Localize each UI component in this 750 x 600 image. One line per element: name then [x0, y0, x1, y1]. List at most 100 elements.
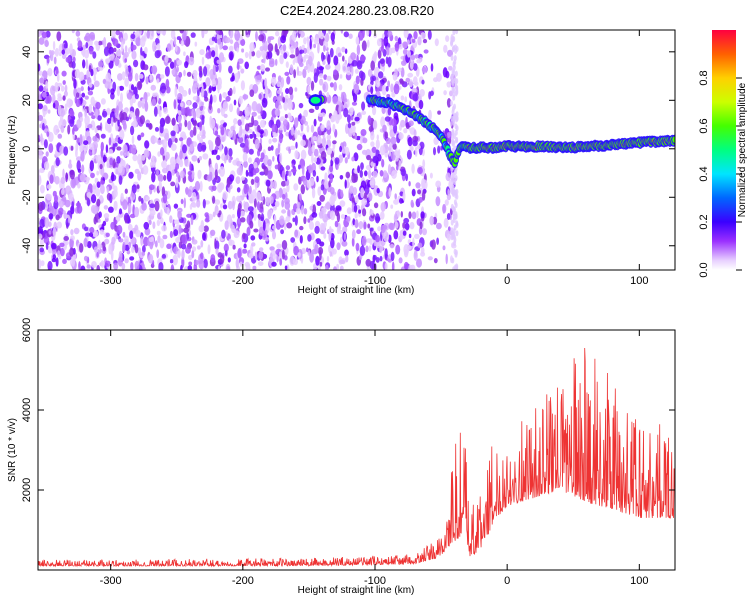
noise-speck [79, 134, 83, 145]
noise-speck [203, 90, 208, 99]
noise-speck [413, 81, 419, 86]
noise-speck [396, 164, 399, 171]
noise-speck [453, 103, 456, 110]
noise-speck [367, 115, 372, 125]
noise-speck [93, 216, 97, 225]
noise-speck [451, 130, 455, 136]
noise-speck [338, 230, 343, 235]
y-tick-label: 20 [21, 94, 33, 106]
noise-speck [284, 94, 289, 104]
noise-speck [299, 225, 304, 231]
noise-speck [107, 117, 112, 125]
noise-speck [233, 230, 240, 239]
noise-speck [217, 38, 222, 45]
colorbar-gradient [712, 30, 736, 270]
noise-speck [275, 147, 279, 157]
noise-speck [367, 69, 373, 77]
noise-speck [325, 264, 329, 270]
noise-speck [210, 229, 216, 236]
noise-speck [92, 51, 97, 59]
noise-speck [326, 75, 332, 81]
noise-speck [120, 41, 124, 52]
noise-speck [40, 260, 45, 267]
noise-speck [65, 185, 72, 195]
noise-speck [393, 199, 399, 205]
noise-speck [58, 51, 62, 57]
noise-speck [336, 263, 340, 270]
noise-speck [126, 92, 133, 100]
noise-speck [126, 249, 131, 255]
noise-speck [124, 58, 127, 63]
noise-speck [360, 129, 367, 136]
noise-speck [248, 106, 251, 112]
noise-speck [339, 175, 344, 180]
noise-speck [197, 245, 201, 250]
noise-speck [221, 136, 225, 143]
noise-speck [223, 243, 229, 253]
noise-speck [59, 242, 65, 248]
noise-speck [78, 261, 81, 270]
noise-speck [181, 257, 185, 268]
noise-speck [338, 104, 342, 115]
noise-speck [118, 238, 124, 243]
noise-speck [92, 183, 97, 195]
noise-speck [341, 240, 348, 247]
noise-speck [192, 102, 198, 109]
noise-speck [159, 238, 165, 249]
noise-speck [203, 66, 208, 77]
noise-speck [455, 30, 459, 35]
noise-speck [100, 260, 105, 268]
noise-speck [80, 265, 86, 270]
noise-speck [282, 44, 287, 52]
noise-speck [429, 215, 435, 226]
noise-speck [214, 162, 219, 172]
noise-speck [219, 254, 225, 264]
noise-speck [105, 232, 110, 238]
noise-speck [99, 194, 103, 201]
noise-speck [89, 143, 94, 150]
noise-speck [94, 127, 98, 134]
noise-speck [170, 30, 176, 40]
noise-speck [326, 92, 330, 98]
noise-speck [384, 262, 388, 270]
noise-speck [156, 78, 160, 84]
noise-speck [454, 211, 458, 218]
noise-speck [222, 45, 228, 51]
noise-speck [72, 177, 76, 188]
noise-speck [393, 230, 399, 240]
noise-speck [303, 216, 307, 225]
noise-speck [303, 109, 308, 118]
x-tick-label: 100 [630, 575, 648, 587]
noise-speck [84, 115, 90, 126]
noise-speck [194, 82, 199, 88]
noise-speck [382, 124, 387, 133]
noise-speck [192, 96, 198, 101]
noise-speck [50, 50, 55, 56]
noise-speck [452, 30, 456, 36]
noise-speck [175, 44, 178, 52]
noise-speck [92, 135, 98, 142]
noise-speck [165, 86, 171, 94]
noise-speck [185, 246, 191, 254]
noise-speck [239, 142, 246, 148]
noise-speck [149, 209, 156, 216]
noise-speck [179, 159, 184, 168]
noise-speck [71, 201, 75, 209]
noise-speck [156, 219, 161, 227]
noise-speck [336, 101, 341, 106]
noise-speck [110, 116, 114, 127]
noise-speck [96, 181, 101, 188]
noise-speck [272, 137, 278, 143]
noise-speck [61, 119, 67, 127]
noise-speck [54, 47, 60, 57]
noise-speck [448, 65, 453, 71]
noise-speck [312, 170, 317, 177]
noise-speck [53, 124, 59, 136]
noise-speck [224, 155, 227, 164]
noise-speck [395, 156, 399, 162]
noise-speck [203, 30, 209, 35]
noise-speck [49, 205, 54, 215]
noise-speck [403, 261, 409, 270]
noise-speck [100, 184, 105, 195]
